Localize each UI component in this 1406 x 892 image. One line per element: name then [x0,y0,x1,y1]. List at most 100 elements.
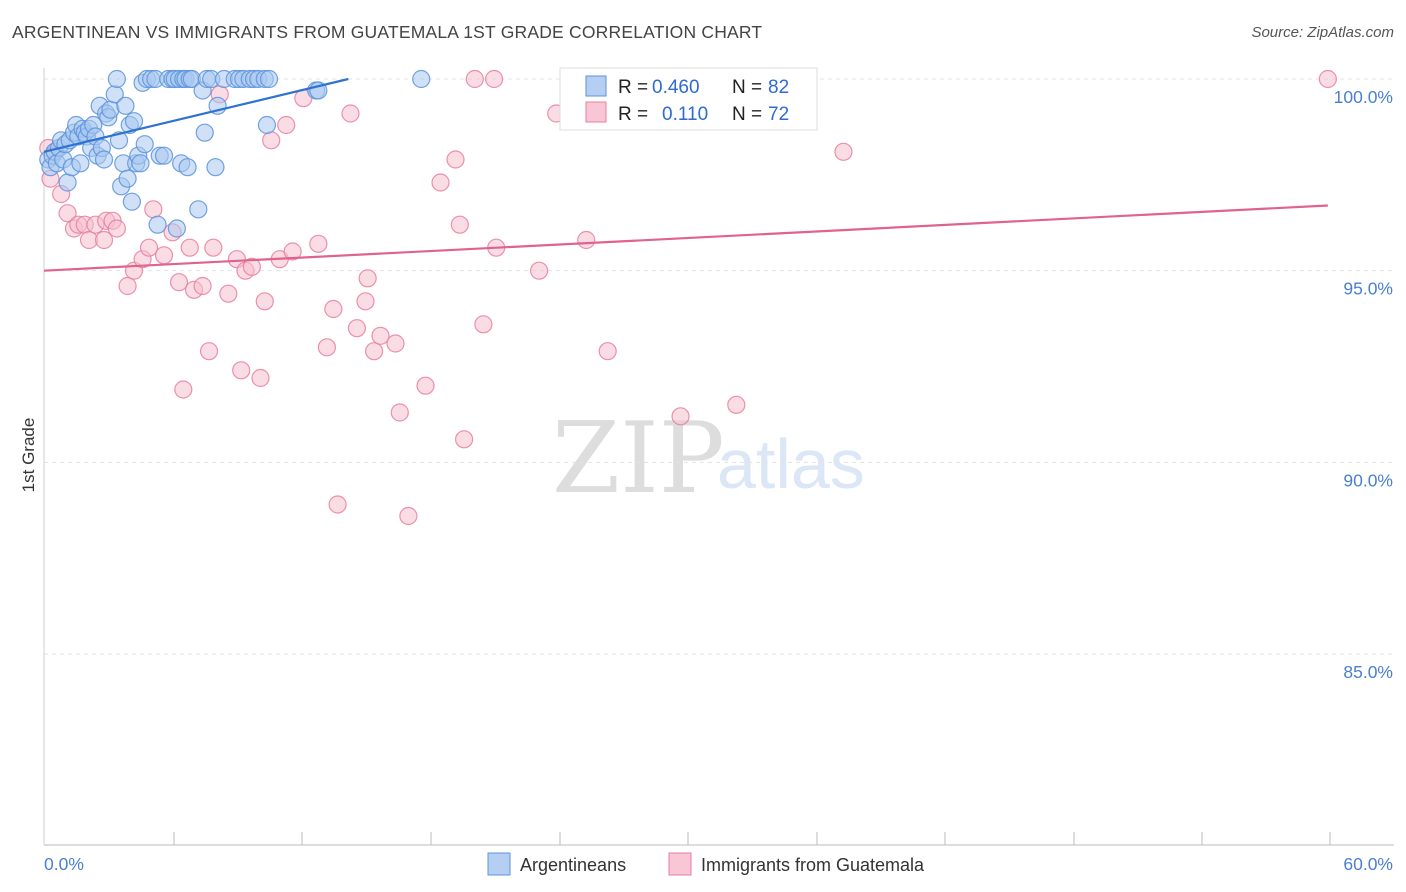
y-tick-label: 85.0% [1343,662,1393,682]
trend-line-argentineans [43,77,349,153]
guatemala-point [277,115,296,135]
y-tick-label: 90.0% [1343,470,1393,490]
guatemala-point [193,276,212,296]
x-tick-label-max: 60.0% [1343,854,1393,874]
stats-legend: R = 0.460 N = 82 R = 0.110 N = 72 [559,67,818,131]
argentineans-point [118,169,137,188]
argentineans-point [116,96,135,115]
guatemala-point [283,242,302,261]
source-credit: Source: ZipAtlas.com [1251,24,1394,41]
argentineans-point [122,192,141,211]
guatemala-point [139,238,159,257]
guatemala-point [328,495,347,514]
argentineans-point [58,173,77,192]
legend-n-label: N = [732,104,762,125]
chart-title: ARGENTINEAN VS IMMIGRANTS FROM GUATEMALA… [12,22,763,42]
legend-r-label: R = [618,77,648,98]
argentineans-point [71,154,90,173]
guatemala-point [727,395,746,414]
guatemala-point [371,326,390,345]
legend-swatch-argentineans [585,75,607,97]
argentineans-point [167,219,186,238]
argentineans-point [259,69,279,89]
argentineans-point [135,135,154,154]
trend-lines [43,77,1328,272]
guatemala-point [530,261,549,280]
watermark-atlas: atlas [717,425,865,503]
guatemala-point [450,215,469,234]
y-axis-title: 1st Grade [19,418,38,493]
series-argentineans-points [39,69,431,238]
guatemala-point [474,315,493,334]
guatemala-point [446,150,465,169]
bottom-legend-label-guatemala: Immigrants from Guatemala [701,855,925,875]
argentineans-point [109,131,129,150]
y-tick-label: 95.0% [1343,279,1393,299]
argentineans-point [131,154,150,173]
guatemala-point [598,342,617,361]
argentineans-point [195,123,214,142]
guatemala-point [242,257,262,276]
bottom-legend-swatch-argentineans [487,852,511,876]
bottom-legend-label-argentineans: Argentineans [520,855,626,875]
guatemala-point [107,219,126,238]
legend-n-label: N = [732,77,762,98]
guatemala-point [309,234,328,253]
guatemala-point [358,269,377,288]
argentineans-point [206,158,225,177]
guatemala-point [219,284,238,303]
guatemala-point [324,299,343,319]
argentineans-point [257,115,277,135]
legend-r-value-argentineans: 0.460 [652,77,700,98]
y-tick-label: 100.0% [1334,87,1393,107]
guatemala-point [251,368,270,388]
argentineans-point [412,69,431,89]
guatemala-point [144,200,163,219]
legend-r-label: R = [618,104,648,125]
guatemala-point [416,376,435,395]
series-legend: Argentineans Immigrants from Guatemala [487,852,925,876]
guatemala-point [118,276,137,296]
guatemala-point [180,238,199,257]
argentineans-point [94,150,114,169]
x-axis-ticks [173,832,1331,845]
y-tick-labels: 100.0% 95.0% 90.0% 85.0% [1334,87,1393,682]
guatemala-point [431,173,450,192]
guatemala-point [94,230,114,250]
argentineans-point [101,100,120,119]
guatemala-point [341,104,360,123]
guatemala-point [454,430,474,449]
argentineans-point [154,146,174,165]
guatemala-point [399,506,418,526]
legend-swatch-guatemala [585,101,607,123]
guatemala-point [154,246,174,265]
guatemala-point [671,407,690,426]
legend-r-value-guatemala: 0.110 [662,104,708,125]
guatemala-point [169,273,189,292]
guatemala-point [364,342,384,361]
x-tick-label-min: 0.0% [44,854,84,874]
trend-line-guatemala [43,204,1328,272]
guatemala-point [390,403,409,422]
argentineans-point [189,200,208,219]
guatemala-point [347,319,367,338]
guatemala-point [356,292,375,311]
guatemala-point [834,142,853,161]
guatemala-point [199,342,219,361]
argentineans-point [124,112,144,131]
guatemala-point [174,380,193,399]
guatemala-point [1318,69,1337,89]
guatemala-point [485,69,504,89]
guatemala-point [255,292,274,311]
guatemala-point [317,338,337,357]
argentineans-point [178,158,197,177]
guatemala-point [465,69,484,89]
guatemala-point [262,131,281,150]
argentineans-point [148,215,167,234]
guatemala-point [577,230,596,250]
guatemala-point [386,334,405,353]
argentineans-point [107,69,126,89]
guatemala-point [58,204,77,223]
watermark-zip: ZIP [552,402,725,516]
